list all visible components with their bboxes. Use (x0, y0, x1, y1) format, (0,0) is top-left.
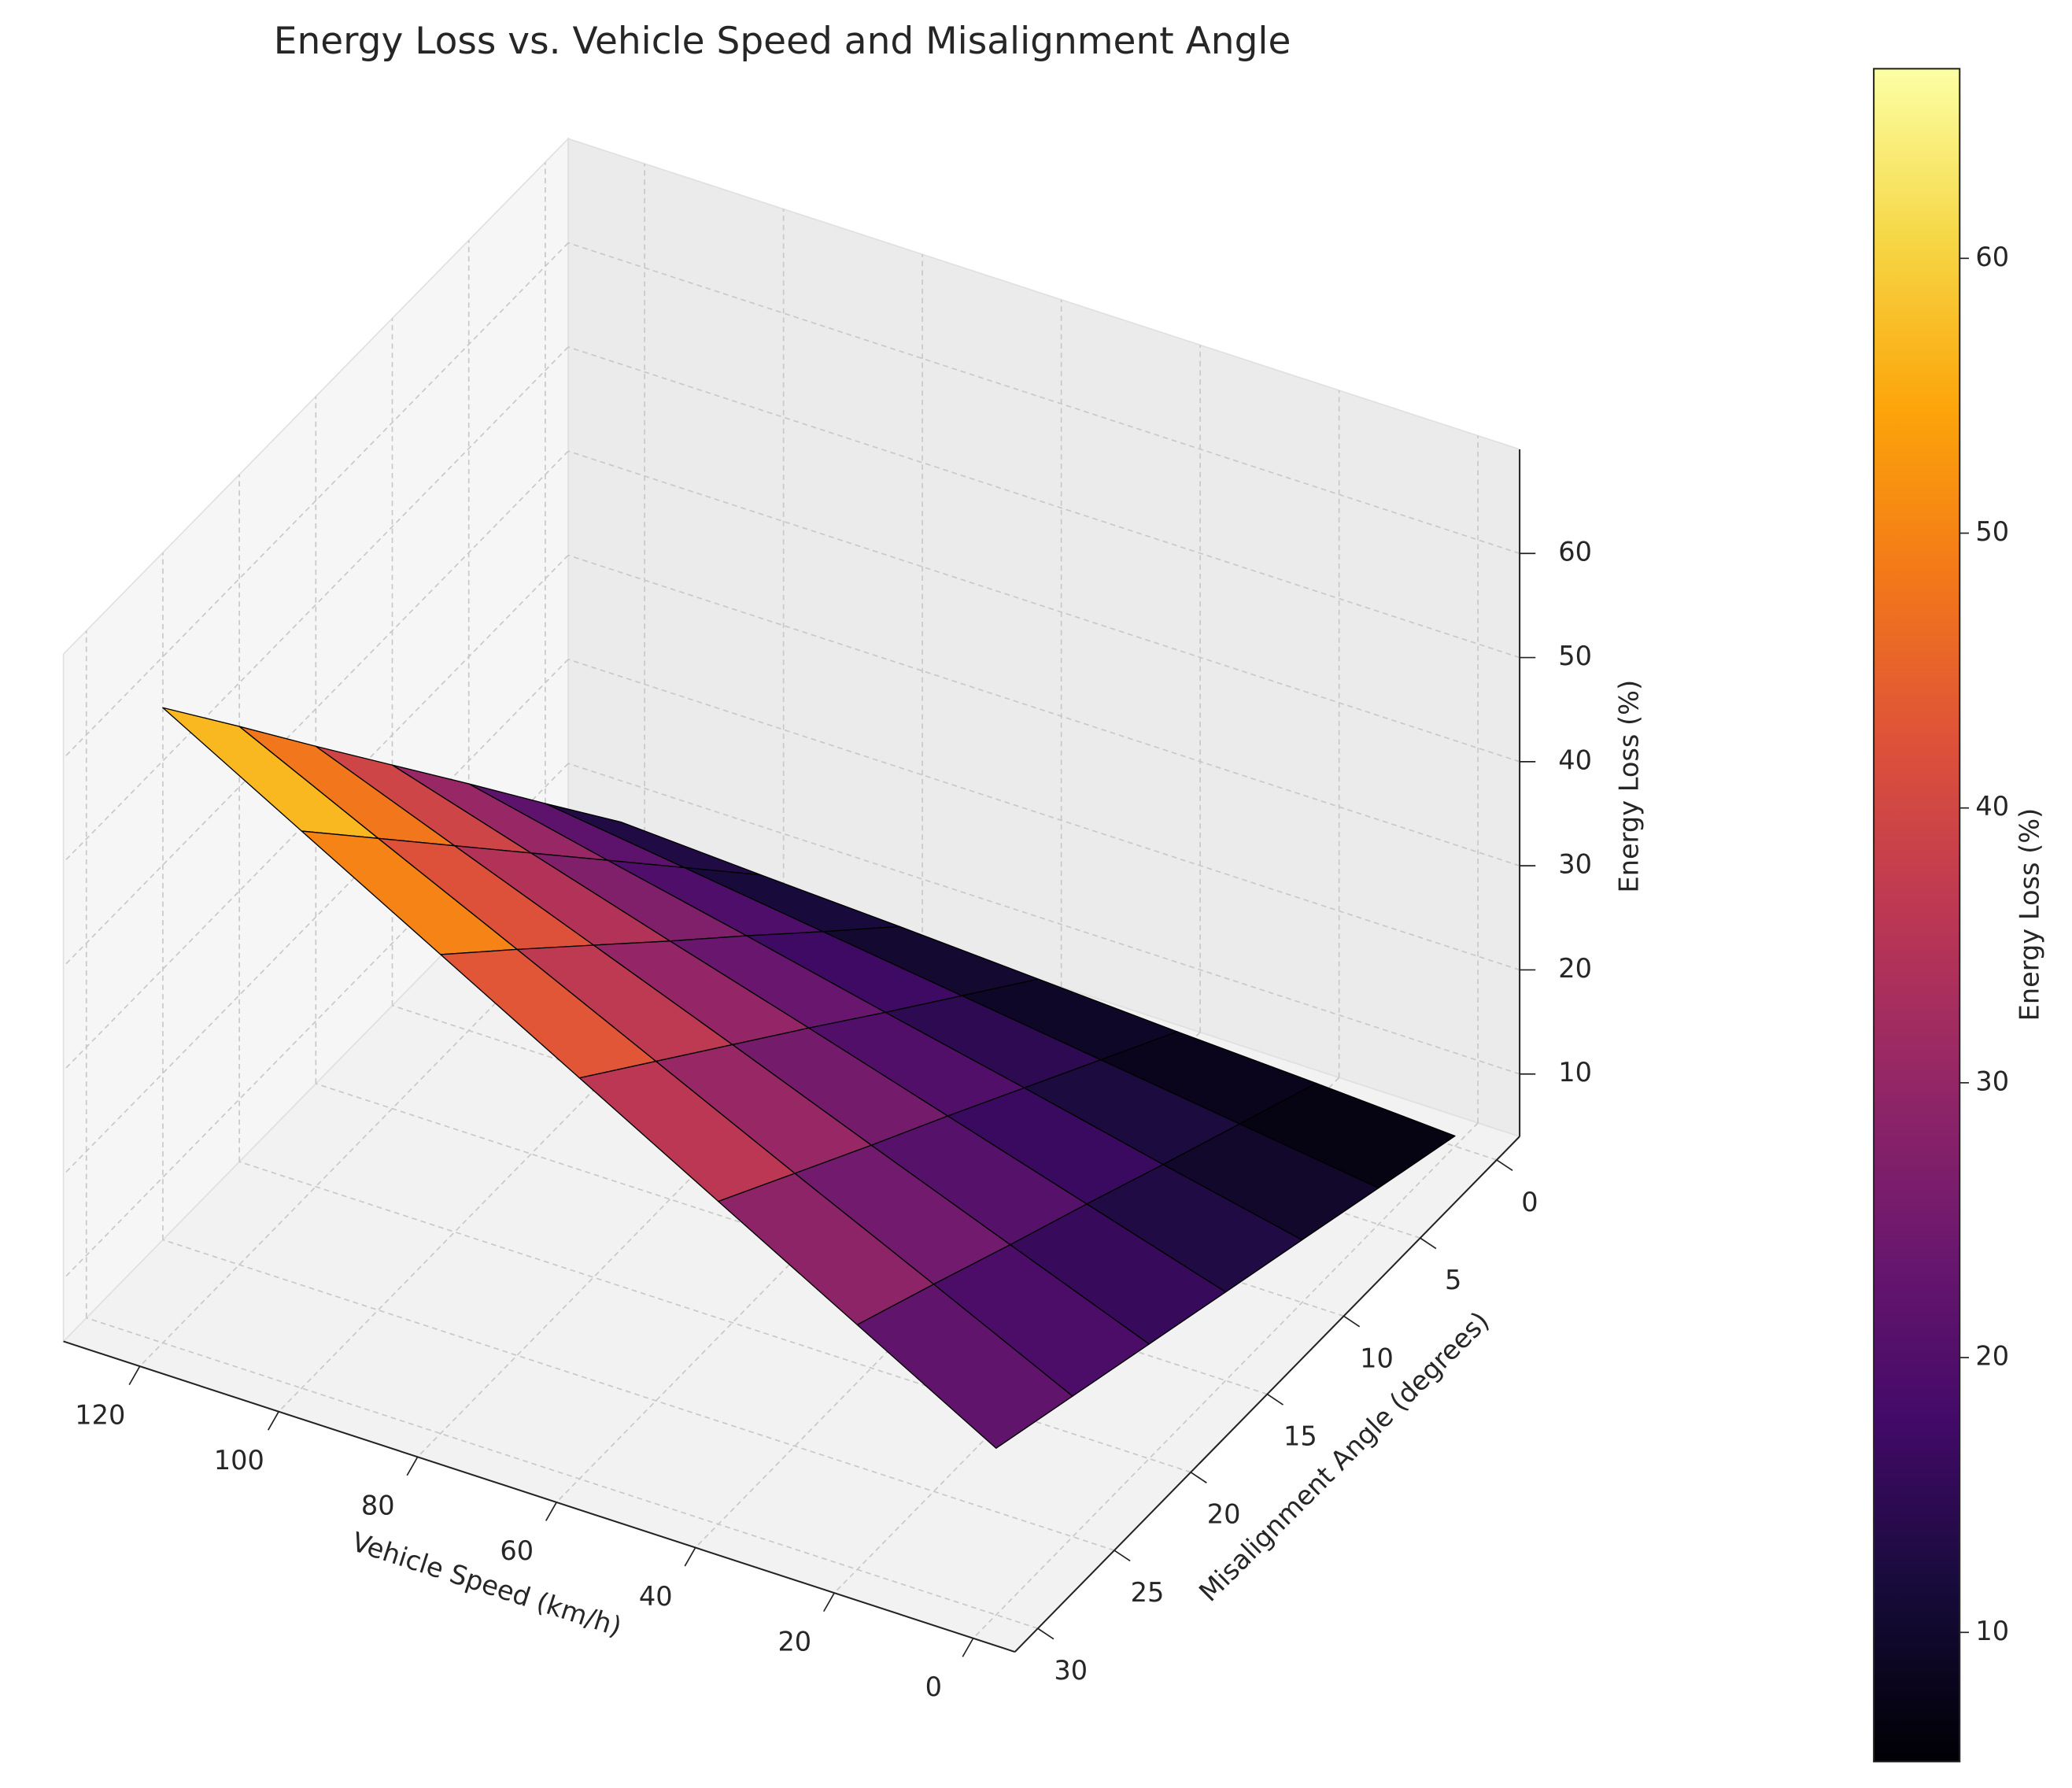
y-tick-label: 25 (1131, 1577, 1165, 1608)
z-tick-label: 20 (1558, 953, 1592, 984)
axis-line (63, 1340, 1015, 1653)
x-tick (545, 1502, 557, 1521)
colorbar-tick-label: 30 (1975, 1066, 2009, 1096)
y-tick (1420, 1237, 1437, 1250)
y-tick-label: 10 (1360, 1343, 1394, 1373)
colorbar-tick-label: 20 (1975, 1341, 2009, 1372)
z-tick-label: 40 (1558, 744, 1592, 775)
z-tick-label: 30 (1558, 849, 1592, 880)
y-tick (1190, 1472, 1207, 1483)
x-tick-label: 40 (639, 1581, 673, 1612)
grid-line (86, 1317, 1039, 1630)
x-tick-label: 60 (500, 1535, 534, 1566)
colorbar-tick-label: 60 (1975, 242, 2009, 272)
y-tick (1343, 1315, 1361, 1328)
colorbar-label: Energy Loss (%) (2014, 808, 2044, 1021)
x-tick (684, 1547, 696, 1567)
x-tick-label: 100 (214, 1445, 264, 1476)
z-tick-label: 10 (1558, 1057, 1592, 1088)
x-tick-label: 80 (361, 1491, 395, 1521)
colorbar-tick-label: 40 (1975, 791, 2009, 822)
grid-line (567, 242, 1520, 555)
y-tick-label: 5 (1445, 1265, 1461, 1295)
y-tick-label: 15 (1283, 1420, 1317, 1451)
x-tick (406, 1456, 419, 1476)
z-tick-label: 50 (1558, 641, 1592, 671)
y-tick-label: 30 (1054, 1655, 1088, 1686)
colorbar-tick-label: 10 (1975, 1616, 2009, 1646)
grid-line (567, 450, 1520, 763)
y-tick (1037, 1627, 1054, 1640)
x-tick (128, 1365, 141, 1386)
y-tick (1496, 1159, 1513, 1172)
chart-title: Energy Loss vs. Vehicle Speed and Misali… (274, 20, 1291, 63)
z-tick-label: 60 (1558, 537, 1592, 567)
grid-line (567, 659, 1520, 971)
x-tick-label: 0 (925, 1672, 942, 1702)
grid-line (567, 763, 1520, 1075)
z-axis-label: Energy Loss (%) (1614, 680, 1645, 893)
x-tick (268, 1411, 279, 1431)
x-tick-label: 20 (777, 1626, 811, 1657)
x-axis-label: Vehicle Speed (km/h) (348, 1526, 625, 1642)
x-tick (823, 1592, 835, 1613)
x-tick-label: 120 (75, 1399, 125, 1430)
y-tick-label: 20 (1207, 1499, 1241, 1530)
grid-line (567, 346, 1520, 659)
y-tick (1266, 1393, 1283, 1406)
colorbar-tick-label: 50 (1975, 516, 2009, 547)
x-tick (962, 1638, 974, 1657)
y-tick-label: 0 (1521, 1187, 1538, 1217)
y-tick (1114, 1550, 1131, 1562)
colorbar (1873, 68, 1961, 1763)
grid-line (162, 1239, 1115, 1551)
surface-cell (856, 1284, 1073, 1449)
grid-line (567, 554, 1520, 866)
